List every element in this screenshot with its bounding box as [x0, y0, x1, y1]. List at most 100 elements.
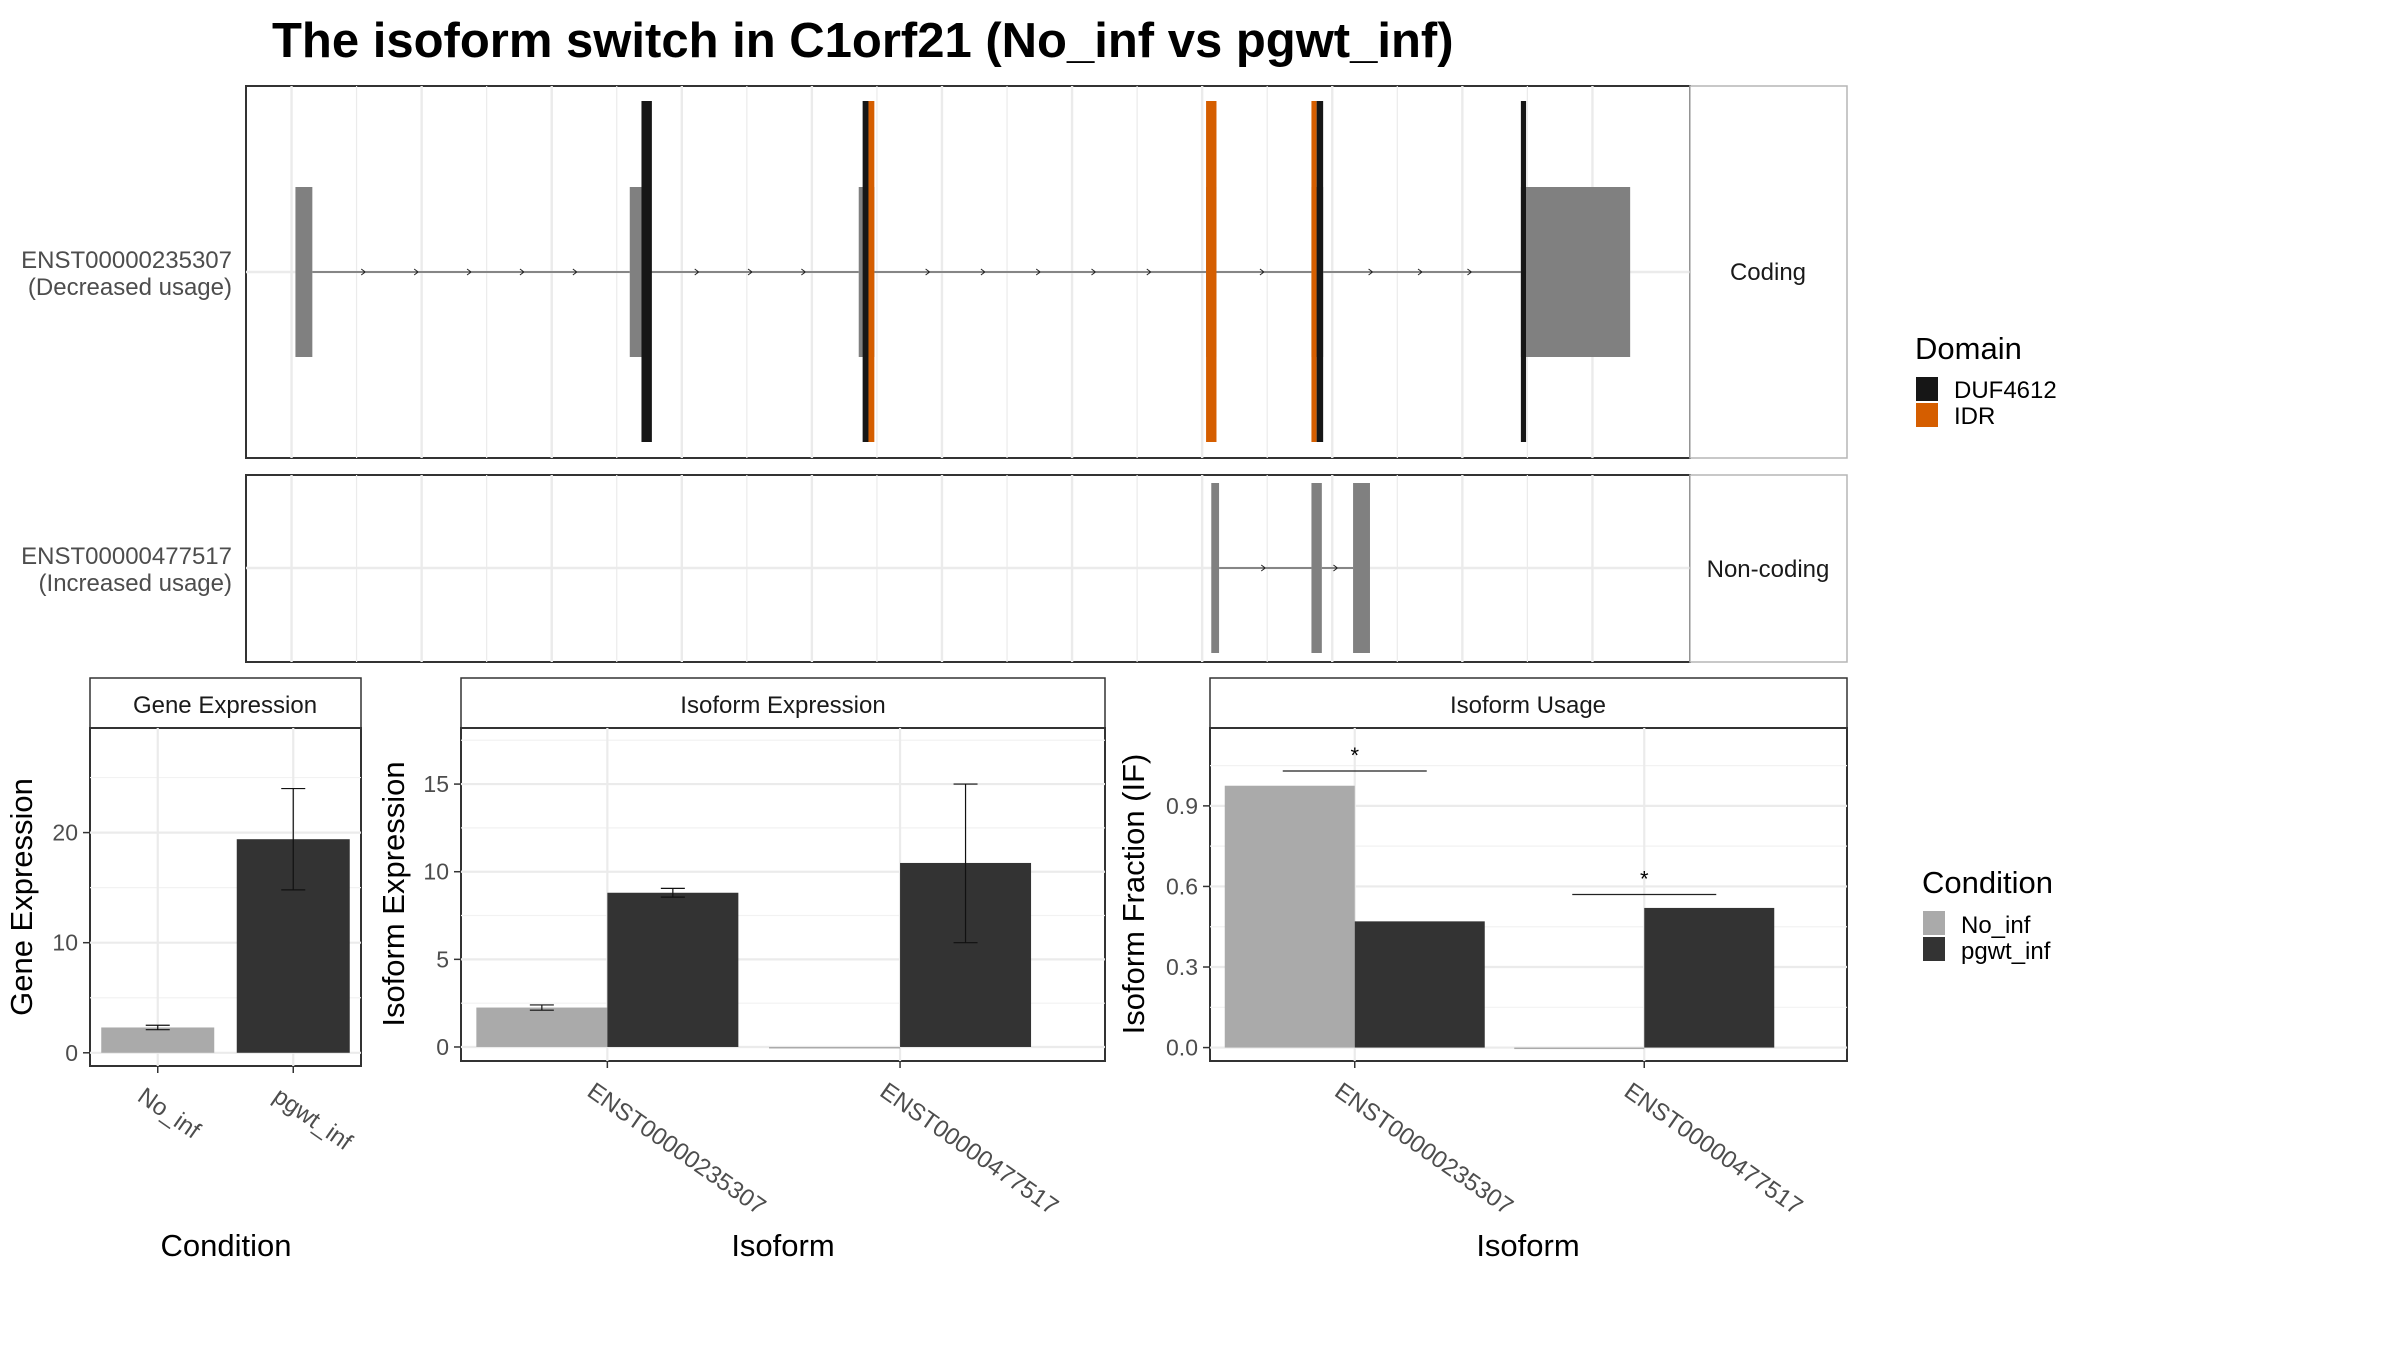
bar-enst00000477517-pgwt-inf [1644, 907, 1775, 1048]
y-tick-label: 20 [52, 820, 78, 846]
domain-duf4612 [1316, 101, 1324, 442]
y-tick-label: 0 [436, 1034, 449, 1060]
legend-label-no-inf: No_inf [1961, 912, 2031, 939]
transcript-structure-plot: Coding ENST00000235307 (Decreased usage)… [21, 85, 1848, 663]
strand-arrow [1368, 268, 1374, 276]
y-tick-label: 0.3 [1166, 954, 1198, 980]
isoform-usage-x-label: Isoform [1476, 1228, 1579, 1263]
strand-arrow [360, 268, 367, 276]
legend-key-duf4612 [1916, 377, 1938, 401]
coding-transcript-track [295, 101, 1631, 442]
gene-expression-y-ticks: 0 10 20 [52, 820, 90, 1066]
domain-duf4612 [862, 101, 869, 442]
strand-arrow [1333, 564, 1339, 572]
significance-marker: * [1350, 743, 1359, 768]
y-tick-label: 0.9 [1166, 793, 1198, 819]
gene-expression-y-label: Gene Expression [4, 778, 39, 1016]
strand-arrow [747, 268, 753, 276]
y-tick-label: 0 [65, 1040, 78, 1066]
gene-expression-bars [101, 787, 350, 1053]
x-tick-label: pgwt_inf [268, 1083, 357, 1157]
strand-arrow [1091, 268, 1097, 276]
strand-arrow [694, 268, 700, 276]
strand-arrow [1417, 268, 1423, 276]
isoform-expression-strip [460, 677, 1106, 729]
domain-idr [1311, 101, 1317, 442]
legend-key-pgwt-inf [1923, 937, 1945, 961]
figure-title: The isoform switch in C1orf21 (No_inf vs… [272, 14, 1454, 68]
isoform-expression-x-ticks: ENST00000235307 ENST00000477517 [582, 1061, 1063, 1221]
strand-arrow [466, 268, 472, 276]
x-tick-label: ENST00000477517 [1619, 1078, 1807, 1221]
isoform-usage-strip-title: Isoform Usage [1450, 692, 1606, 719]
isoform-usage-y-label: Isoform Fraction (IF) [1116, 754, 1151, 1035]
x-tick-label: ENST00000477517 [875, 1078, 1063, 1221]
isoform-expression-y-ticks: 0 5 10 15 [423, 771, 461, 1060]
gene-expression-strip-title: Gene Expression [133, 692, 317, 719]
isoform-usage-x-ticks: ENST00000235307 ENST00000477517 [1330, 1061, 1807, 1221]
domain-idr [1206, 101, 1217, 442]
isoform-usage-y-ticks: 0.0 0.3 0.6 0.9 [1166, 793, 1210, 1061]
legend-label-duf4612: DUF4612 [1954, 377, 2057, 404]
exon-block [1211, 483, 1220, 653]
strand-arrow [1260, 564, 1267, 572]
gene-expression-strip [89, 677, 362, 729]
bar-enst00000235307-no-inf [476, 1007, 608, 1047]
gene-expression-x-ticks: No_inf pgwt_inf [133, 1066, 357, 1156]
isoform-expression-x-label: Isoform [731, 1228, 834, 1263]
x-tick-label: No_inf [133, 1083, 206, 1145]
strand-arrow [1467, 268, 1473, 276]
coding-strip-label: Coding [1730, 259, 1806, 286]
strand-arrow [413, 268, 419, 276]
y-tick-label: 0.6 [1166, 873, 1198, 899]
domain-legend-title: Domain [1915, 331, 2022, 366]
strand-arrow [1035, 268, 1042, 276]
significance-marker: * [1640, 867, 1649, 892]
domain-idr [868, 101, 875, 442]
isoform-usage-bars: ** [1224, 743, 1775, 1050]
y-tick-label: 10 [423, 859, 449, 885]
coding-transcript-usage: (Decreased usage) [28, 274, 232, 301]
strand-arrow [1259, 268, 1265, 276]
noncoding-strip [1689, 474, 1848, 663]
bar-enst00000235307-no-inf [1224, 785, 1355, 1048]
noncoding-panel-grid [246, 475, 1690, 662]
legend-key-idr [1916, 403, 1938, 427]
exon-block [1353, 483, 1370, 653]
gene-expression-x-label: Condition [161, 1228, 292, 1263]
strand-arrow [572, 268, 578, 276]
y-tick-label: 0.0 [1166, 1035, 1198, 1061]
isoform-expression-y-label: Isoform Expression [376, 761, 411, 1026]
noncoding-transcript-id: ENST00000477517 [21, 543, 232, 570]
isoform-usage-chart: Isoform Usage ** 0.00.30.60.9 ENST000002… [1116, 677, 1848, 1263]
gene-expression-chart: Gene Expression 0 10 20 No_inf pgwt_inf Con… [4, 677, 362, 1263]
bar-enst00000477517-no-inf [1514, 1047, 1645, 1050]
isoform-expression-bars [476, 783, 1032, 1049]
isoform-expression-chart: Isoform Expression 0 5 10 15 ENST0000023530… [376, 677, 1106, 1263]
strand-arrow [980, 268, 986, 276]
domain-duf4612 [641, 101, 652, 442]
bar-enst00000477517-no-inf [769, 1046, 901, 1049]
strand-arrow [801, 268, 807, 276]
isoform-expression-strip-title: Isoform Expression [680, 692, 885, 719]
domain-legend: Domain DUF4612 IDR [1915, 331, 2057, 430]
y-tick-label: 10 [52, 930, 78, 956]
y-tick-label: 5 [436, 946, 449, 972]
exon-block [1526, 187, 1631, 357]
legend-label-idr: IDR [1954, 403, 1995, 430]
noncoding-transcript-usage: (Increased usage) [39, 570, 232, 597]
strand-arrow [1146, 268, 1152, 276]
domain-duf4612 [1520, 101, 1527, 442]
legend-label-pgwt-inf: pgwt_inf [1961, 938, 2051, 965]
strand-arrow [925, 268, 931, 276]
exon-block [1311, 483, 1322, 653]
coding-transcript-id: ENST00000235307 [21, 247, 232, 274]
coding-strip [1689, 85, 1848, 459]
y-tick-label: 15 [423, 771, 449, 797]
legend-key-no-inf [1923, 911, 1945, 935]
bar-enst00000235307-pgwt-inf [607, 892, 739, 1047]
exon-block [295, 187, 313, 357]
condition-legend-title: Condition [1922, 865, 2053, 900]
noncoding-strip-label: Non-coding [1707, 556, 1830, 583]
